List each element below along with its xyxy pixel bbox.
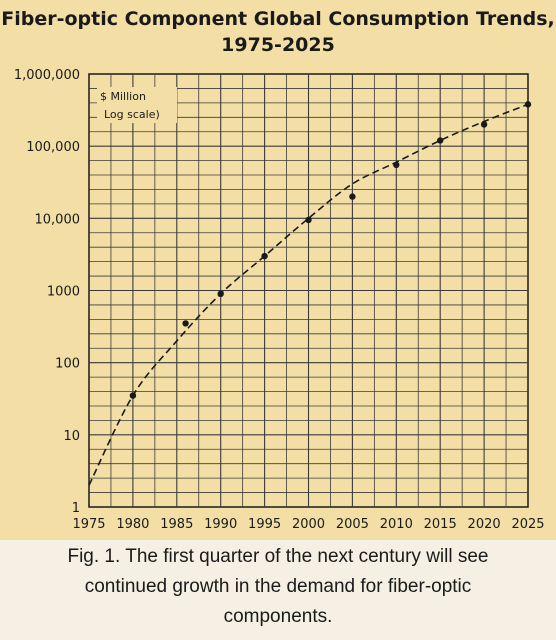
data-point <box>524 101 532 108</box>
data-point <box>129 392 137 399</box>
y-tick-label: 100,000 <box>26 140 80 155</box>
y-tick-label: 1,000,000 <box>14 68 80 83</box>
caption-line-2: continued growth in the demand for fiber… <box>84 576 472 597</box>
data-point <box>217 290 224 298</box>
data-point <box>305 216 312 224</box>
x-tick-label: 2010 <box>380 517 413 532</box>
data-point <box>349 193 356 200</box>
caption-line-1: Fig. 1. The first quarter of the next ce… <box>67 546 489 567</box>
units-label-box <box>97 87 177 123</box>
y-tick-label: 100 <box>55 357 80 372</box>
units-label-line1: $ Million <box>100 90 146 103</box>
chart-title: Fiber-optic Component Global Consumption… <box>1 8 555 30</box>
x-tick-label: 1985 <box>160 517 193 532</box>
y-tick-label: 1000 <box>47 285 80 300</box>
y-tick-label: 10,000 <box>35 212 81 227</box>
data-point <box>261 252 268 260</box>
y-tick-labels: 1,000,000 100,000 10,000 1000 100 10 1 <box>14 68 80 516</box>
chart-subtitle: 1975-2025 <box>221 34 335 56</box>
x-tick-label: 2020 <box>468 517 501 532</box>
x-tick-label: 1990 <box>204 517 237 532</box>
grid-lines <box>89 74 528 507</box>
chart-figure: Fiber-optic Component Global Consumption… <box>0 0 556 540</box>
data-point <box>480 121 488 128</box>
x-tick-label: 2015 <box>424 517 457 532</box>
chart-plot: 1,000,000 100,000 10,000 1000 100 10 1 1975 198… <box>14 68 545 532</box>
x-tick-label: 1975 <box>72 517 105 532</box>
data-point <box>437 137 444 144</box>
y-tick-label: 10 <box>63 429 80 444</box>
x-tick-labels: 1975 1980 1985 1990 1995 2000 2005 2010 2015 2020… <box>72 517 544 532</box>
units-label-line2: Log scale) <box>104 108 160 121</box>
x-tick-label: 1980 <box>116 517 149 532</box>
x-tick-label: 2025 <box>511 517 544 532</box>
x-tick-label: 2005 <box>336 517 369 532</box>
data-point <box>182 320 189 327</box>
figure-caption: Fig. 1. The first quarter of the next ce… <box>0 540 556 640</box>
caption-line-3: components. <box>223 606 333 627</box>
x-tick-label: 2000 <box>292 517 325 532</box>
y-tick-label: 1 <box>72 501 80 516</box>
data-points-layer <box>129 101 532 399</box>
data-point <box>393 161 400 169</box>
x-tick-label: 1995 <box>248 517 281 532</box>
